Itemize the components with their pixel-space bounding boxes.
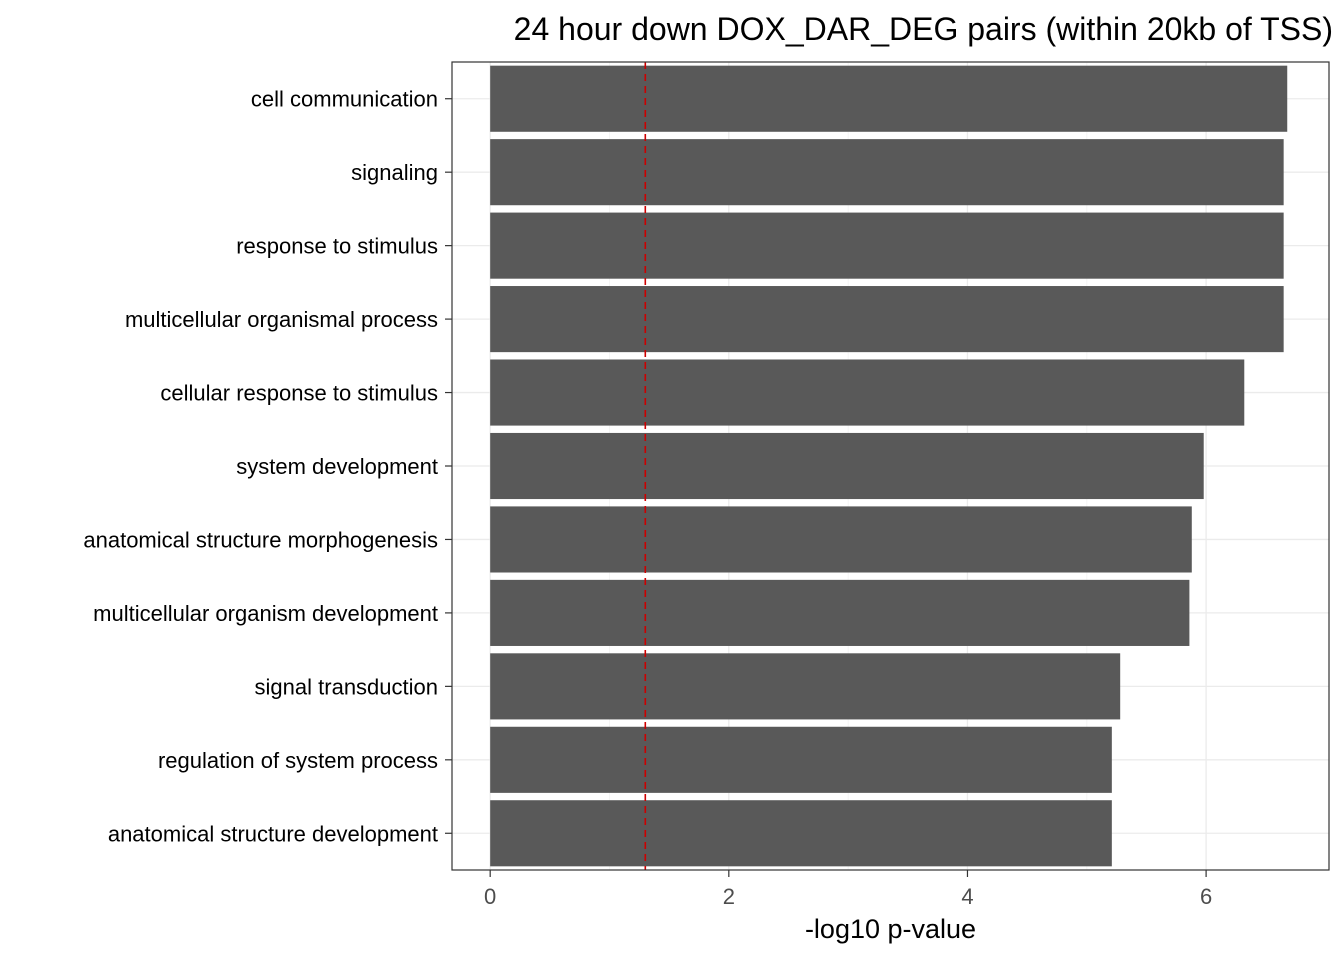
- y-tick-label: regulation of system process: [158, 748, 438, 773]
- bar: [490, 579, 1190, 646]
- y-tick-label: response to stimulus: [236, 234, 438, 259]
- bar: [490, 506, 1192, 573]
- chart-title: 24 hour down DOX_DAR_DEG pairs (within 2…: [514, 11, 1333, 47]
- y-tick-label: anatomical structure development: [108, 821, 438, 846]
- bar: [490, 212, 1284, 279]
- bars: [490, 65, 1288, 867]
- y-tick-label: multicellular organismal process: [125, 307, 438, 332]
- bar: [490, 286, 1284, 353]
- bar: [490, 359, 1245, 426]
- bar: [490, 432, 1204, 500]
- x-tick-label: 0: [484, 884, 496, 909]
- y-tick-label: multicellular organism development: [93, 601, 438, 626]
- bar: [490, 139, 1284, 206]
- bar: [490, 726, 1112, 793]
- y-tick-label: signaling: [351, 160, 438, 185]
- x-tick-label: 6: [1200, 884, 1212, 909]
- y-tick-label: cell communication: [251, 87, 438, 112]
- y-tick-label: anatomical structure morphogenesis: [83, 527, 438, 552]
- y-axis-ticks: cell communication signaling response to s…: [83, 87, 452, 846]
- bar: [490, 800, 1112, 867]
- y-tick-label: system development: [236, 454, 438, 479]
- y-tick-label: signal transduction: [255, 674, 438, 699]
- x-axis-ticks: 0 2 4 6: [484, 870, 1212, 909]
- x-axis-title: -log10 p-value: [805, 914, 976, 944]
- bar: [490, 653, 1121, 720]
- x-tick-label: 4: [961, 884, 973, 909]
- y-tick-label: cellular response to stimulus: [160, 381, 438, 406]
- bar: [490, 65, 1288, 132]
- x-tick-label: 2: [723, 884, 735, 909]
